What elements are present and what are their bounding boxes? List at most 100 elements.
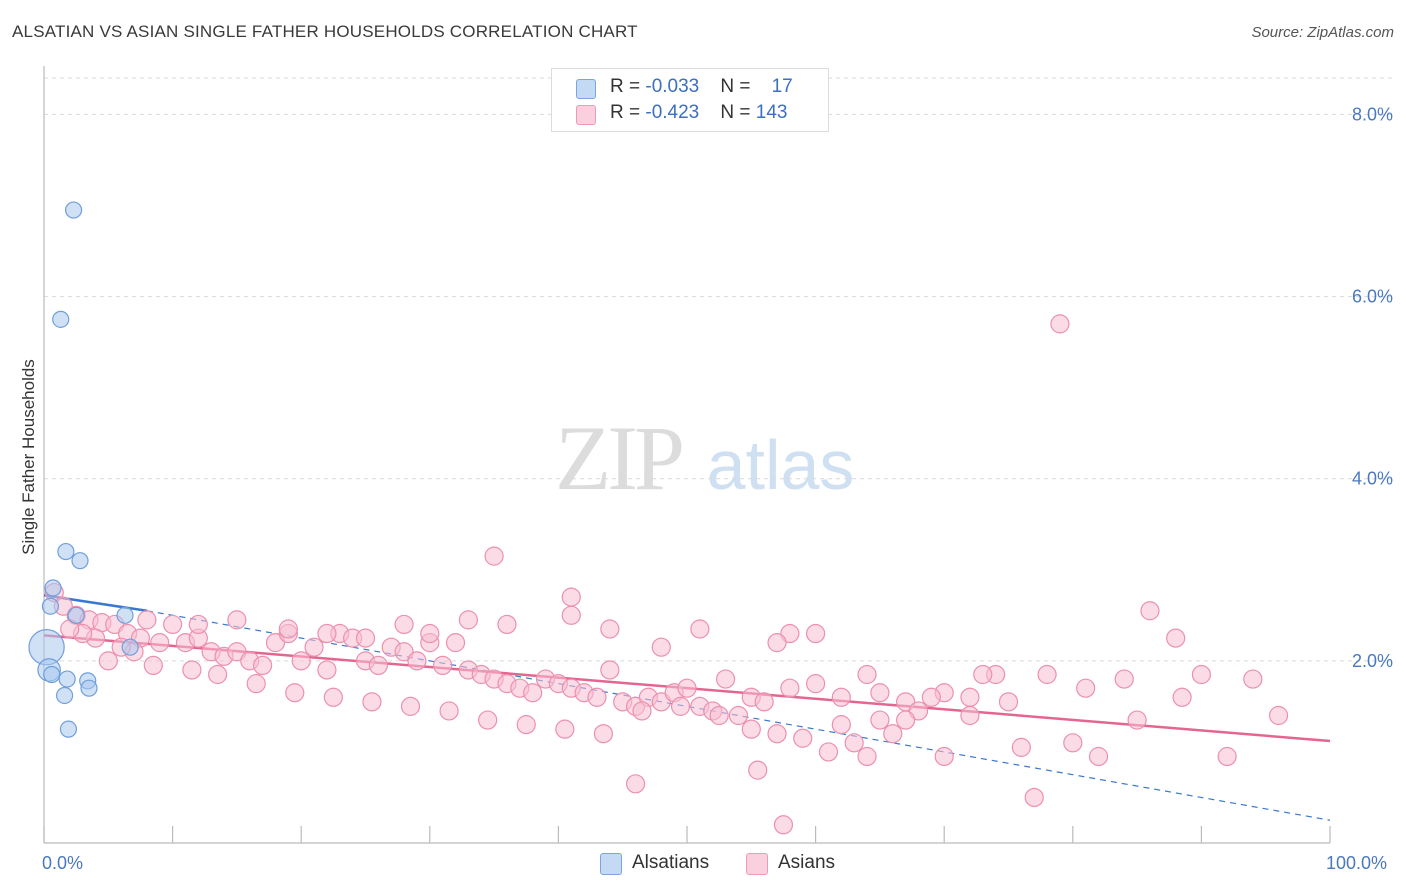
y-tick-label-3: 8.0%: [1352, 104, 1393, 124]
data-point: [780, 678, 800, 698]
data-point: [400, 696, 421, 716]
bottom-legend-label-asians: Asians: [778, 852, 836, 873]
data-point: [497, 614, 517, 635]
data-point: [1076, 678, 1096, 698]
data-point: [632, 701, 652, 721]
data-point: [883, 724, 903, 744]
data-point: [1166, 628, 1186, 648]
data-point: [960, 687, 980, 707]
y-tick-label-1: 4.0%: [1352, 469, 1393, 489]
data-point: [870, 710, 890, 730]
data-point: [44, 579, 62, 597]
y-tick-label-0: 2.0%: [1352, 651, 1393, 671]
data-point: [805, 623, 826, 644]
legend-r-label: R =: [610, 102, 646, 123]
watermark: ZIP atlas: [555, 405, 854, 511]
data-point: [561, 587, 581, 607]
data-point: [227, 610, 247, 630]
data-point: [163, 614, 183, 635]
data-point: [805, 674, 826, 694]
data-point: [587, 687, 607, 707]
data-point: [1011, 737, 1031, 757]
data-point: [593, 724, 614, 744]
data-point: [98, 651, 118, 671]
data-point: [896, 710, 916, 730]
axes: [43, 66, 1331, 844]
legend-r-label: R =: [610, 76, 646, 97]
data-point: [1024, 787, 1044, 808]
data-point: [484, 546, 504, 566]
data-point: [516, 715, 536, 735]
data-point: [844, 733, 864, 753]
data-point: [1050, 314, 1070, 334]
data-point: [80, 679, 98, 697]
watermark-atlas: atlas: [706, 426, 855, 504]
data-point: [934, 746, 954, 767]
legend: R = -0.033 N = 17 R = -0.423 N = 143: [551, 68, 829, 132]
data-point: [625, 774, 646, 794]
data-point: [439, 701, 459, 721]
data-point: [52, 310, 70, 328]
data-point: [58, 670, 76, 688]
data-point: [362, 692, 382, 712]
data-point: [670, 696, 691, 716]
source-label: Source: ZipAtlas.com: [1251, 24, 1394, 41]
data-point: [407, 651, 427, 671]
data-point: [767, 724, 787, 744]
data-point: [831, 687, 851, 707]
data-point: [43, 665, 61, 684]
data-point: [1268, 705, 1289, 726]
data-point: [998, 692, 1019, 712]
data-point: [478, 710, 498, 730]
grid-lines: [44, 77, 1392, 662]
data-point: [355, 628, 376, 648]
bottom-legend-swatch-asians: [746, 853, 768, 875]
data-point: [831, 715, 851, 735]
legend-r-value: -0.423: [645, 102, 700, 123]
data-point: [728, 705, 749, 726]
data-point: [960, 705, 980, 726]
data-point: [1114, 669, 1134, 689]
data-point: [857, 664, 877, 685]
data-point: [1140, 601, 1160, 621]
data-point: [304, 637, 324, 657]
data-point: [773, 815, 794, 835]
data-point: [394, 614, 414, 635]
x-tick-label-max: 100.0%: [1326, 853, 1388, 873]
x-tick-label-min: 0.0%: [42, 853, 84, 873]
y-tick-labels: 2.0% 4.0% 6.0% 8.0%: [1352, 104, 1393, 670]
data-point: [818, 742, 839, 762]
data-point: [1243, 669, 1263, 689]
data-point: [458, 610, 478, 630]
data-point: [208, 664, 228, 685]
data-point: [143, 655, 163, 676]
data-point: [1217, 746, 1237, 767]
data-point: [555, 719, 575, 739]
data-point: [690, 619, 710, 639]
data-point: [71, 552, 89, 570]
data-point: [64, 201, 83, 219]
data-point: [1172, 687, 1192, 707]
data-point: [754, 692, 774, 712]
data-point: [651, 637, 671, 657]
data-point: [317, 623, 337, 644]
data-point: [1088, 746, 1109, 767]
data-point: [150, 633, 170, 653]
data-point: [291, 651, 311, 671]
legend-swatch-alsatians: [576, 79, 596, 99]
data-point: [67, 606, 85, 624]
legend-n-value: 17: [771, 76, 793, 97]
data-point: [246, 674, 266, 694]
data-point: [600, 660, 620, 680]
data-point: [253, 655, 273, 676]
data-point: [748, 760, 768, 780]
data-point: [188, 614, 208, 635]
data-point: [433, 655, 453, 676]
data-point: [793, 728, 813, 748]
data-point: [741, 719, 761, 739]
data-point: [715, 669, 736, 689]
data-point: [182, 660, 202, 680]
data-point: [121, 638, 139, 656]
data-point: [1127, 710, 1147, 730]
